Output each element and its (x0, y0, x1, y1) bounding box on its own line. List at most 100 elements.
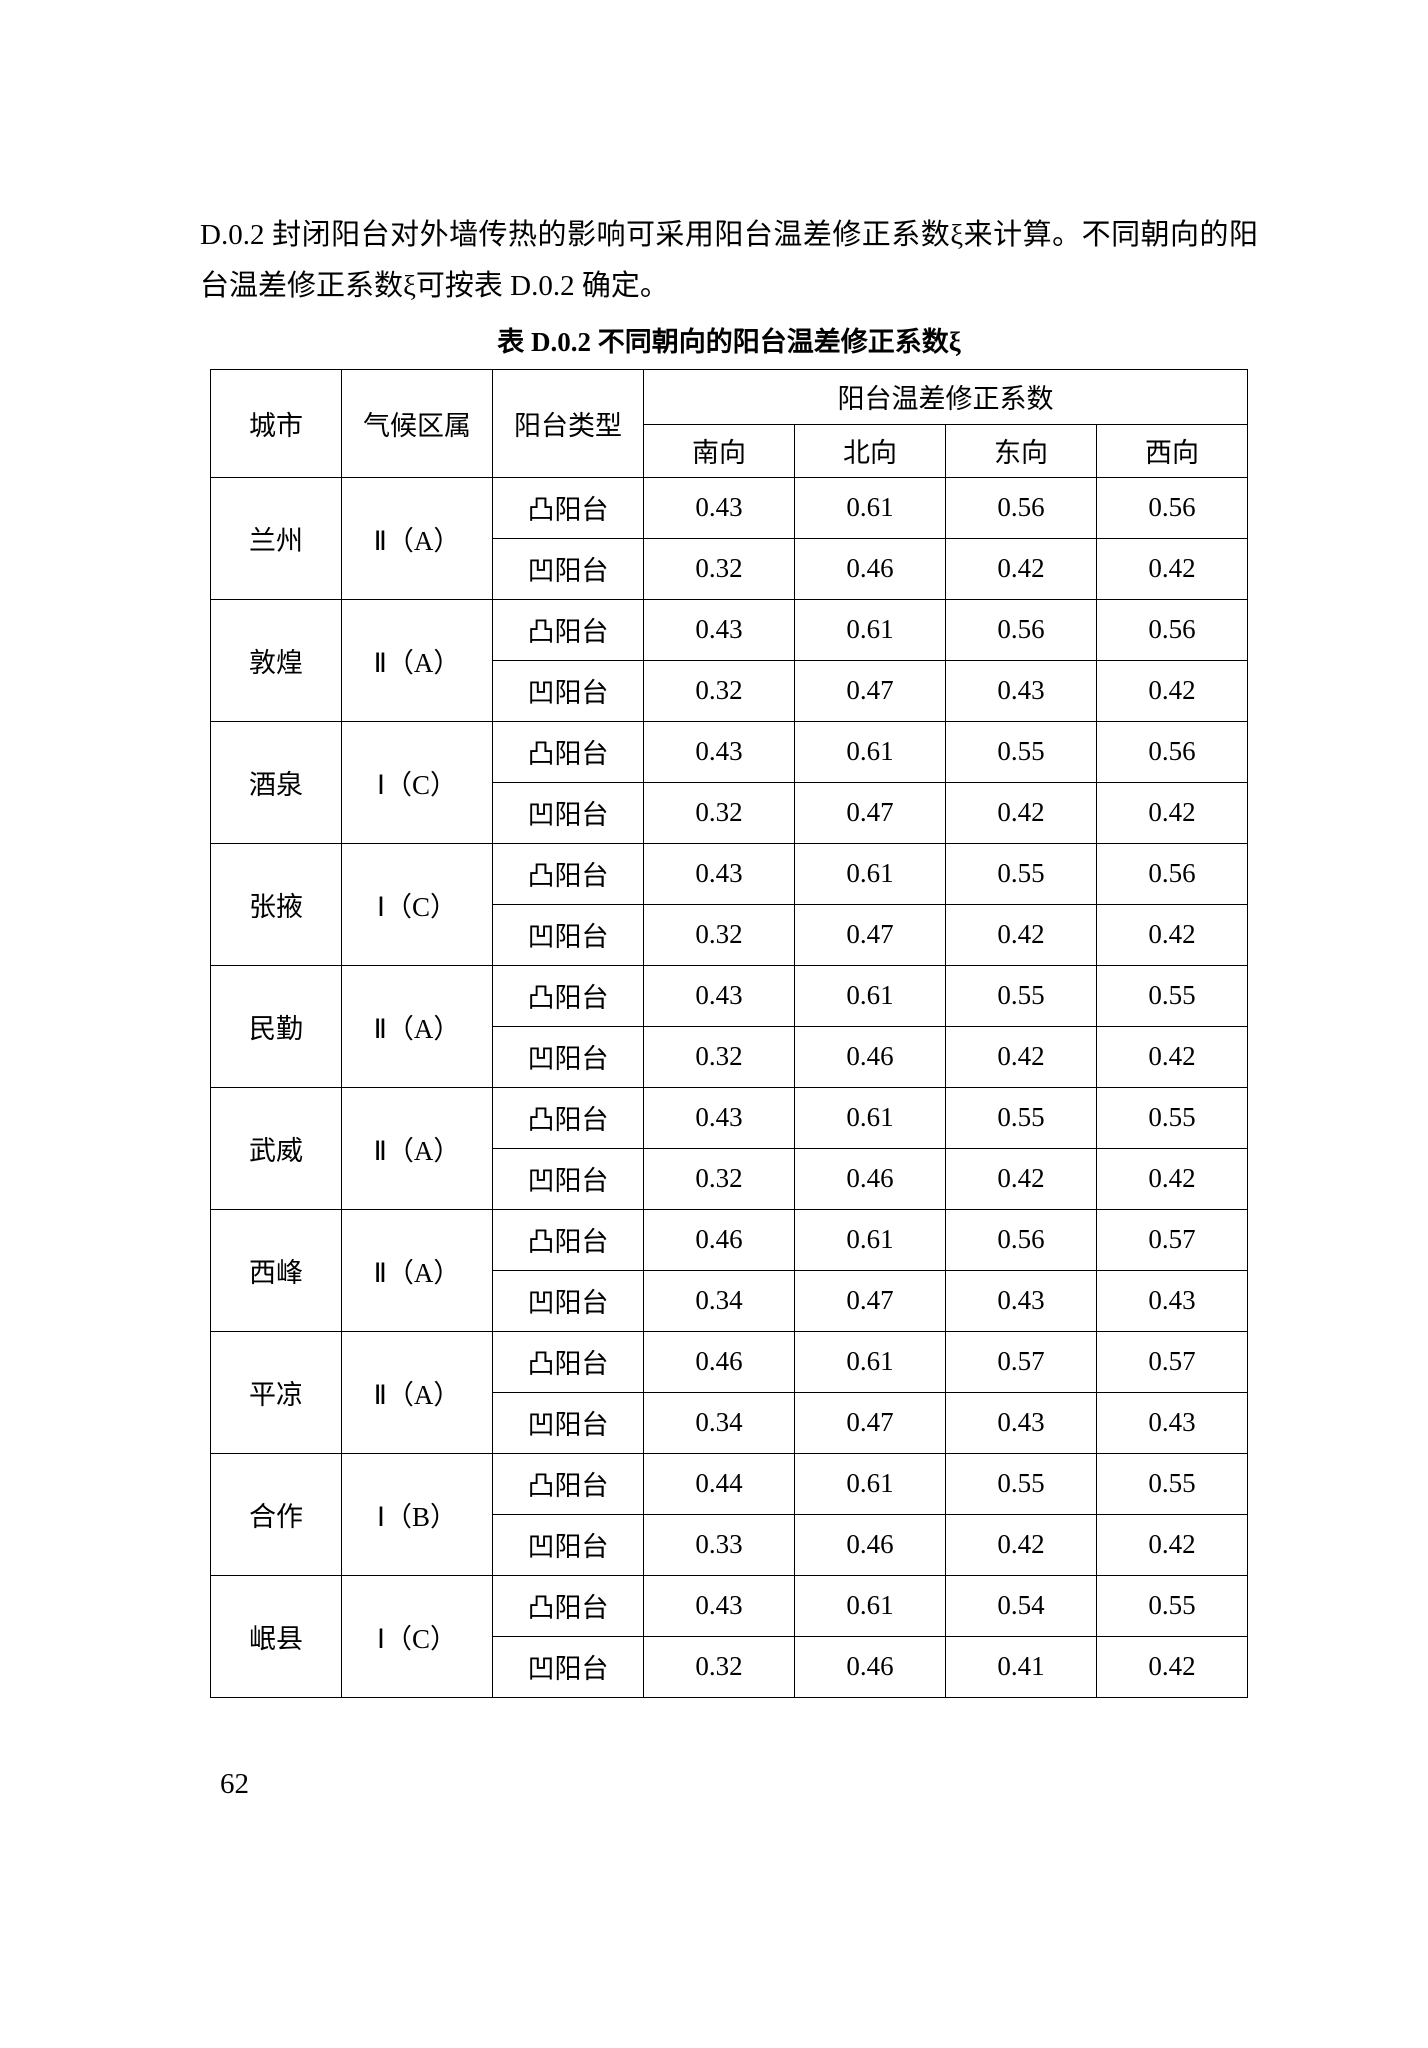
cell-val: 0.47 (795, 782, 946, 843)
cell-city: 敦煌 (211, 599, 342, 721)
cell-val: 0.43 (946, 1270, 1097, 1331)
cell-val: 0.56 (1097, 599, 1248, 660)
cell-val: 0.55 (946, 1453, 1097, 1514)
th-type: 阳台类型 (493, 369, 644, 477)
cell-val: 0.42 (946, 1514, 1097, 1575)
th-north: 北向 (795, 424, 946, 477)
cell-val: 0.32 (644, 782, 795, 843)
cell-type: 凸阳台 (493, 1209, 644, 1270)
cell-val: 0.55 (1097, 1453, 1248, 1514)
cell-zone: Ⅰ（C） (342, 721, 493, 843)
cell-val: 0.42 (1097, 660, 1248, 721)
cell-val: 0.61 (795, 721, 946, 782)
cell-val: 0.42 (1097, 1636, 1248, 1697)
cell-val: 0.42 (946, 1026, 1097, 1087)
cell-val: 0.55 (946, 843, 1097, 904)
cell-val: 0.61 (795, 1453, 946, 1514)
table-row: 武威 Ⅱ（A） 凸阳台 0.43 0.61 0.55 0.55 (211, 1087, 1248, 1148)
cell-type: 凹阳台 (493, 1514, 644, 1575)
cell-city: 民勤 (211, 965, 342, 1087)
cell-val: 0.55 (1097, 1575, 1248, 1636)
cell-val: 0.55 (1097, 965, 1248, 1026)
cell-zone: Ⅱ（A） (342, 477, 493, 599)
cell-val: 0.43 (946, 1392, 1097, 1453)
paragraph-d02: D.0.2 封闭阳台对外墙传热的影响可采用阳台温差修正系数ξ来计算。不同朝向的阳… (200, 210, 1258, 312)
cell-val: 0.32 (644, 1148, 795, 1209)
table-row: 敦煌 Ⅱ（A） 凸阳台 0.43 0.61 0.56 0.56 (211, 599, 1248, 660)
cell-city: 岷县 (211, 1575, 342, 1697)
th-east: 东向 (946, 424, 1097, 477)
cell-zone: Ⅱ（A） (342, 1209, 493, 1331)
cell-val: 0.34 (644, 1270, 795, 1331)
cell-val: 0.56 (946, 477, 1097, 538)
cell-val: 0.42 (946, 904, 1097, 965)
cell-city: 酒泉 (211, 721, 342, 843)
cell-val: 0.43 (1097, 1270, 1248, 1331)
cell-val: 0.43 (644, 1087, 795, 1148)
th-city: 城市 (211, 369, 342, 477)
cell-val: 0.55 (946, 965, 1097, 1026)
cell-type: 凹阳台 (493, 1270, 644, 1331)
cell-val: 0.42 (1097, 1148, 1248, 1209)
cell-val: 0.61 (795, 477, 946, 538)
cell-city: 西峰 (211, 1209, 342, 1331)
cell-val: 0.55 (946, 1087, 1097, 1148)
cell-val: 0.42 (1097, 782, 1248, 843)
cell-val: 0.61 (795, 1209, 946, 1270)
cell-city: 武威 (211, 1087, 342, 1209)
cell-val: 0.41 (946, 1636, 1097, 1697)
cell-type: 凹阳台 (493, 1148, 644, 1209)
th-south: 南向 (644, 424, 795, 477)
cell-val: 0.32 (644, 660, 795, 721)
cell-val: 0.46 (795, 538, 946, 599)
cell-val: 0.42 (1097, 904, 1248, 965)
cell-val: 0.61 (795, 1087, 946, 1148)
cell-type: 凸阳台 (493, 1575, 644, 1636)
cell-city: 平凉 (211, 1331, 342, 1453)
cell-type: 凹阳台 (493, 782, 644, 843)
cell-val: 0.47 (795, 904, 946, 965)
cell-val: 0.46 (644, 1331, 795, 1392)
cell-val: 0.46 (795, 1636, 946, 1697)
cell-type: 凸阳台 (493, 965, 644, 1026)
table-row: 兰州 Ⅱ（A） 凸阳台 0.43 0.61 0.56 0.56 (211, 477, 1248, 538)
cell-val: 0.32 (644, 538, 795, 599)
cell-val: 0.55 (946, 721, 1097, 782)
cell-type: 凹阳台 (493, 904, 644, 965)
cell-val: 0.46 (795, 1026, 946, 1087)
table-row: 酒泉 Ⅰ（C） 凸阳台 0.43 0.61 0.55 0.56 (211, 721, 1248, 782)
cell-val: 0.42 (1097, 1514, 1248, 1575)
cell-val: 0.34 (644, 1392, 795, 1453)
cell-val: 0.56 (1097, 843, 1248, 904)
table-body: 兰州 Ⅱ（A） 凸阳台 0.43 0.61 0.56 0.56 凹阳台 0.32… (211, 477, 1248, 1697)
th-west: 西向 (1097, 424, 1248, 477)
cell-city: 张掖 (211, 843, 342, 965)
cell-val: 0.61 (795, 599, 946, 660)
cell-type: 凹阳台 (493, 1026, 644, 1087)
cell-val: 0.43 (644, 1575, 795, 1636)
cell-type: 凸阳台 (493, 843, 644, 904)
cell-val: 0.54 (946, 1575, 1097, 1636)
cell-val: 0.42 (1097, 538, 1248, 599)
cell-zone: Ⅰ（C） (342, 1575, 493, 1697)
table-row: 民勤 Ⅱ（A） 凸阳台 0.43 0.61 0.55 0.55 (211, 965, 1248, 1026)
cell-val: 0.57 (1097, 1209, 1248, 1270)
cell-val: 0.46 (795, 1514, 946, 1575)
cell-val: 0.43 (644, 477, 795, 538)
cell-type: 凹阳台 (493, 1636, 644, 1697)
cell-zone: Ⅱ（A） (342, 965, 493, 1087)
cell-val: 0.61 (795, 1331, 946, 1392)
cell-type: 凸阳台 (493, 1453, 644, 1514)
cell-val: 0.46 (644, 1209, 795, 1270)
cell-val: 0.57 (946, 1331, 1097, 1392)
cell-type: 凸阳台 (493, 477, 644, 538)
table-row: 平凉 Ⅱ（A） 凸阳台 0.46 0.61 0.57 0.57 (211, 1331, 1248, 1392)
table-row: 西峰 Ⅱ（A） 凸阳台 0.46 0.61 0.56 0.57 (211, 1209, 1248, 1270)
cell-val: 0.44 (644, 1453, 795, 1514)
page-number: 62 (220, 1768, 1258, 1801)
cell-type: 凹阳台 (493, 1392, 644, 1453)
cell-val: 0.43 (644, 965, 795, 1026)
cell-val: 0.43 (946, 660, 1097, 721)
cell-val: 0.61 (795, 843, 946, 904)
cell-val: 0.32 (644, 1026, 795, 1087)
